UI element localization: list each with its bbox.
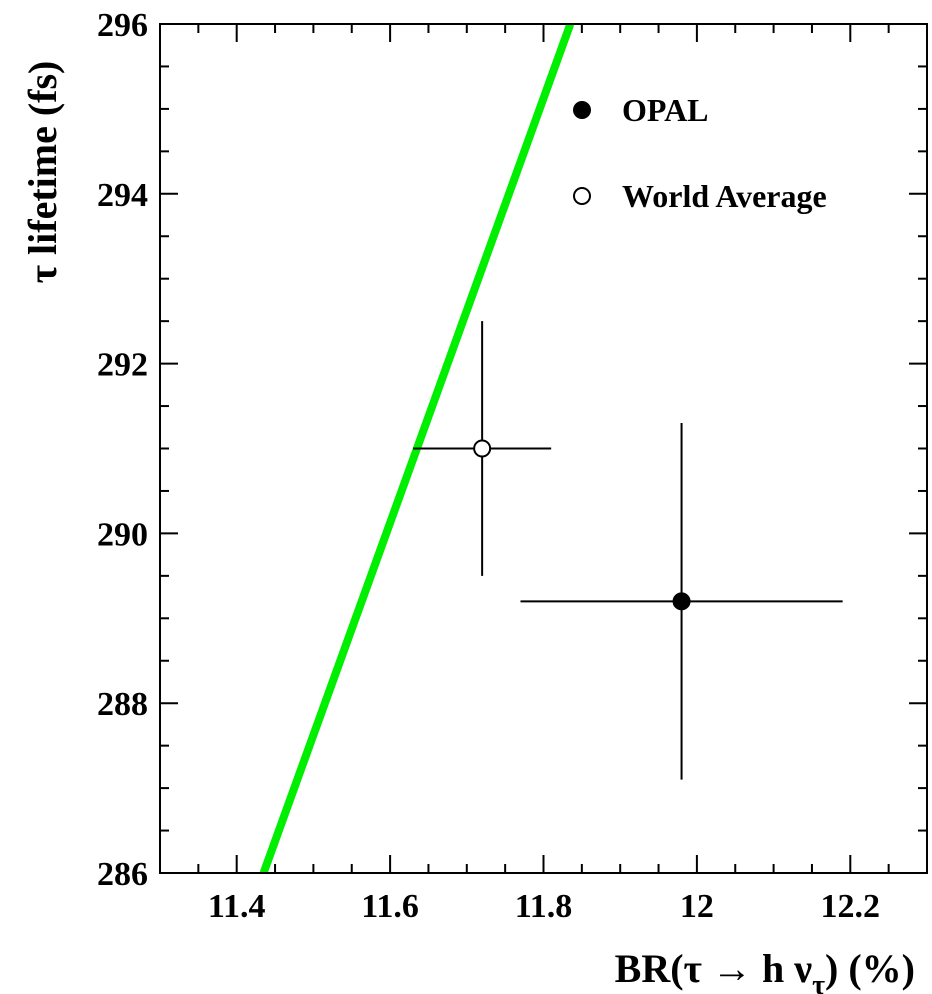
data-points — [413, 321, 843, 780]
x-axis-title-main: BR(τ → h ν — [615, 946, 813, 991]
x-axis-title-subscript: τ — [812, 970, 825, 994]
y-tick-label: 288 — [97, 686, 148, 723]
y-tick-label: 292 — [97, 347, 148, 384]
x-tick-label: 11.8 — [515, 888, 573, 925]
legend-marker — [573, 101, 591, 119]
legend-marker — [573, 187, 591, 205]
y-tick-label: 294 — [97, 177, 148, 214]
x-tick-label: 12.2 — [821, 888, 881, 925]
data-point — [473, 439, 492, 458]
y-tick-label: 290 — [97, 516, 148, 553]
x-axis-title: BR(τ → h ντ) (%) — [615, 946, 915, 994]
data-point — [672, 592, 691, 611]
y-tick-label: 296 — [97, 7, 148, 44]
x-tick-label: 11.6 — [361, 888, 419, 925]
y-tick-label: 286 — [97, 856, 148, 893]
x-tick-label: 11.4 — [208, 888, 266, 925]
y-axis-title: τ lifetime (fs) — [20, 61, 65, 284]
x-tick-label: 12 — [680, 888, 714, 925]
legend-label: World Average — [622, 178, 827, 214]
legend-label: OPAL — [622, 92, 709, 128]
x-axis-title-suffix: ) (%) — [825, 946, 915, 991]
legend: OPAL World Average — [573, 92, 827, 214]
axis-ticks: 11.4 11.6 11.8 12 12.2 286 288 290 292 294 296 — [97, 7, 928, 925]
